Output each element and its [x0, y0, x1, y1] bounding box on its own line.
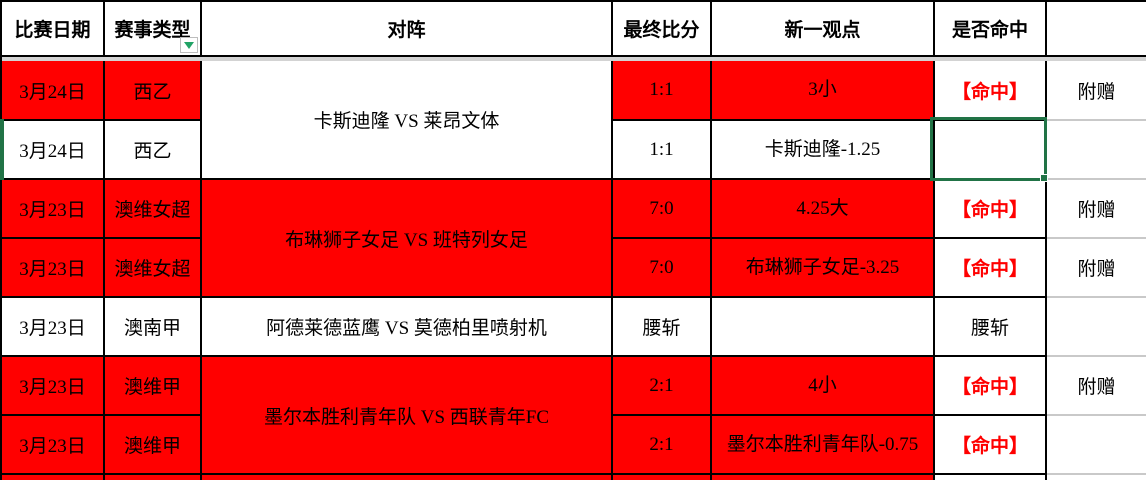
header-event-type[interactable]: 赛事类型 — [104, 1, 202, 57]
cell-extra[interactable] — [1046, 415, 1146, 475]
cell-event-type[interactable]: 西乙 — [104, 61, 202, 121]
cell-hit[interactable]: 【命中】 — [934, 356, 1047, 416]
filter-dropdown-icon[interactable] — [180, 37, 198, 53]
table-row: 3月23日 澳南甲 阿德莱德蓝鹰 VS 莫德柏里喷射机 腰斩 腰斩 — [1, 297, 1146, 357]
cell-event-type[interactable]: 澳维女超 — [104, 238, 202, 298]
header-extra[interactable] — [1046, 1, 1146, 57]
cell-extra[interactable] — [1046, 120, 1146, 180]
table-row: 3月23日 澳维甲 2:1 墨尔本胜利青年队-0.75 【命中】 — [1, 415, 1146, 475]
header-hit-or-not[interactable]: 是否命中 — [934, 1, 1047, 57]
cell-matchup[interactable]: 布琳狮子女足 VS 班特列女足 — [201, 179, 613, 298]
header-event-type-label: 赛事类型 — [114, 20, 191, 41]
cell-final-score[interactable]: 2:1 — [612, 356, 712, 416]
cell-matchup[interactable]: 墨尔本胜利青年队 VS 西联青年FC — [201, 356, 613, 475]
cell-hit[interactable]: 【命中】 — [934, 415, 1047, 475]
table-row: 3月23日 澳维甲 墨尔本胜利青年队 VS 西联青年FC 2:1 4小 【命中】… — [1, 356, 1146, 475]
cell-extra[interactable]: 附赠 — [1046, 61, 1146, 121]
cell-final-score[interactable]: 7:0 — [612, 179, 712, 239]
frozen-pane-divider — [1, 56, 1146, 61]
chevron-down-icon — [184, 41, 194, 49]
cell-final-score[interactable]: 腰斩 — [612, 297, 712, 357]
table-row: 3月24日 西乙 1:1 卡斯迪隆-1.25 — [1, 120, 1146, 180]
table-row: 3月23日 澳维女超 布琳狮子女足 VS 班特列女足 7:0 4.25大 【命中… — [1, 179, 1146, 298]
cell-date[interactable] — [1, 474, 105, 480]
cell-event-type[interactable]: 澳南甲 — [104, 297, 202, 357]
cell-date[interactable]: 3月23日 — [1, 238, 105, 298]
cell-matchup[interactable] — [201, 474, 613, 480]
cell-hit[interactable] — [934, 474, 1047, 480]
cell-extra[interactable] — [1046, 474, 1146, 480]
cell-final-score[interactable]: 2:1 — [612, 415, 712, 475]
header-matchup[interactable]: 对阵 — [201, 1, 613, 57]
header-row: 比赛日期 赛事类型 对阵 最终比分 新一观点 是否命中 — [1, 1, 1146, 57]
cell-hit[interactable]: 腰斩 — [934, 297, 1047, 357]
cell-event-type[interactable]: 西乙 — [104, 120, 202, 180]
cell-event-type[interactable]: 澳维甲 — [104, 415, 202, 475]
cell-hit[interactable]: 【命中】 — [934, 238, 1047, 298]
cell-date[interactable]: 3月23日 — [1, 356, 105, 416]
row-selection-indicator — [0, 119, 4, 180]
cell-extra[interactable]: 附赠 — [1046, 238, 1146, 298]
cell-matchup[interactable]: 阿德莱德蓝鹰 VS 莫德柏里喷射机 — [201, 297, 613, 357]
table-row: 3月24日 西乙 卡斯迪隆 VS 莱昂文体 1:1 3小 【命中】 附赠 — [1, 61, 1146, 180]
cell-extra[interactable]: 附赠 — [1046, 356, 1146, 416]
header-viewpoint[interactable]: 新一观点 — [711, 1, 935, 57]
pane-divider-strip — [1, 56, 1146, 61]
cell-viewpoint[interactable]: 4.25大 — [711, 179, 935, 239]
cell-extra[interactable] — [1046, 297, 1146, 357]
cell-date[interactable]: 3月24日 — [1, 120, 105, 180]
cell-event-type[interactable]: 澳维女超 — [104, 179, 202, 239]
cell-viewpoint[interactable]: 4小 — [711, 356, 935, 416]
cell-event-type[interactable] — [104, 474, 202, 480]
cell-final-score[interactable]: 1:1 — [612, 120, 712, 180]
cell-extra[interactable]: 附赠 — [1046, 179, 1146, 239]
cell-hit[interactable]: 【命中】 — [934, 61, 1047, 121]
cell-date[interactable]: 3月23日 — [1, 415, 105, 475]
cell-viewpoint[interactable] — [711, 474, 935, 480]
cell-date[interactable]: 3月23日 — [1, 297, 105, 357]
cell-hit-selected[interactable] — [934, 120, 1047, 180]
table-row: 3月23日 澳维女超 7:0 布琳狮子女足-3.25 【命中】 附赠 — [1, 238, 1146, 298]
cell-matchup[interactable]: 卡斯迪隆 VS 莱昂文体 — [201, 61, 613, 180]
cell-viewpoint[interactable]: 墨尔本胜利青年队-0.75 — [711, 415, 935, 475]
cell-final-score[interactable]: 7:0 — [612, 238, 712, 298]
cell-viewpoint[interactable] — [711, 297, 935, 357]
cell-date[interactable]: 3月24日 — [1, 61, 105, 121]
cell-viewpoint[interactable]: 布琳狮子女足-3.25 — [711, 238, 935, 298]
header-match-date[interactable]: 比赛日期 — [1, 1, 105, 57]
cell-viewpoint[interactable]: 卡斯迪隆-1.25 — [711, 120, 935, 180]
header-final-score[interactable]: 最终比分 — [612, 1, 712, 57]
cell-hit[interactable]: 【命中】 — [934, 179, 1047, 239]
cell-final-score[interactable]: 1:1 — [612, 61, 712, 121]
cell-event-type[interactable]: 澳维甲 — [104, 356, 202, 416]
cell-date[interactable]: 3月23日 — [1, 179, 105, 239]
cell-viewpoint[interactable]: 3小 — [711, 61, 935, 121]
table-row-partial — [1, 474, 1146, 480]
cell-final-score[interactable] — [612, 474, 712, 480]
